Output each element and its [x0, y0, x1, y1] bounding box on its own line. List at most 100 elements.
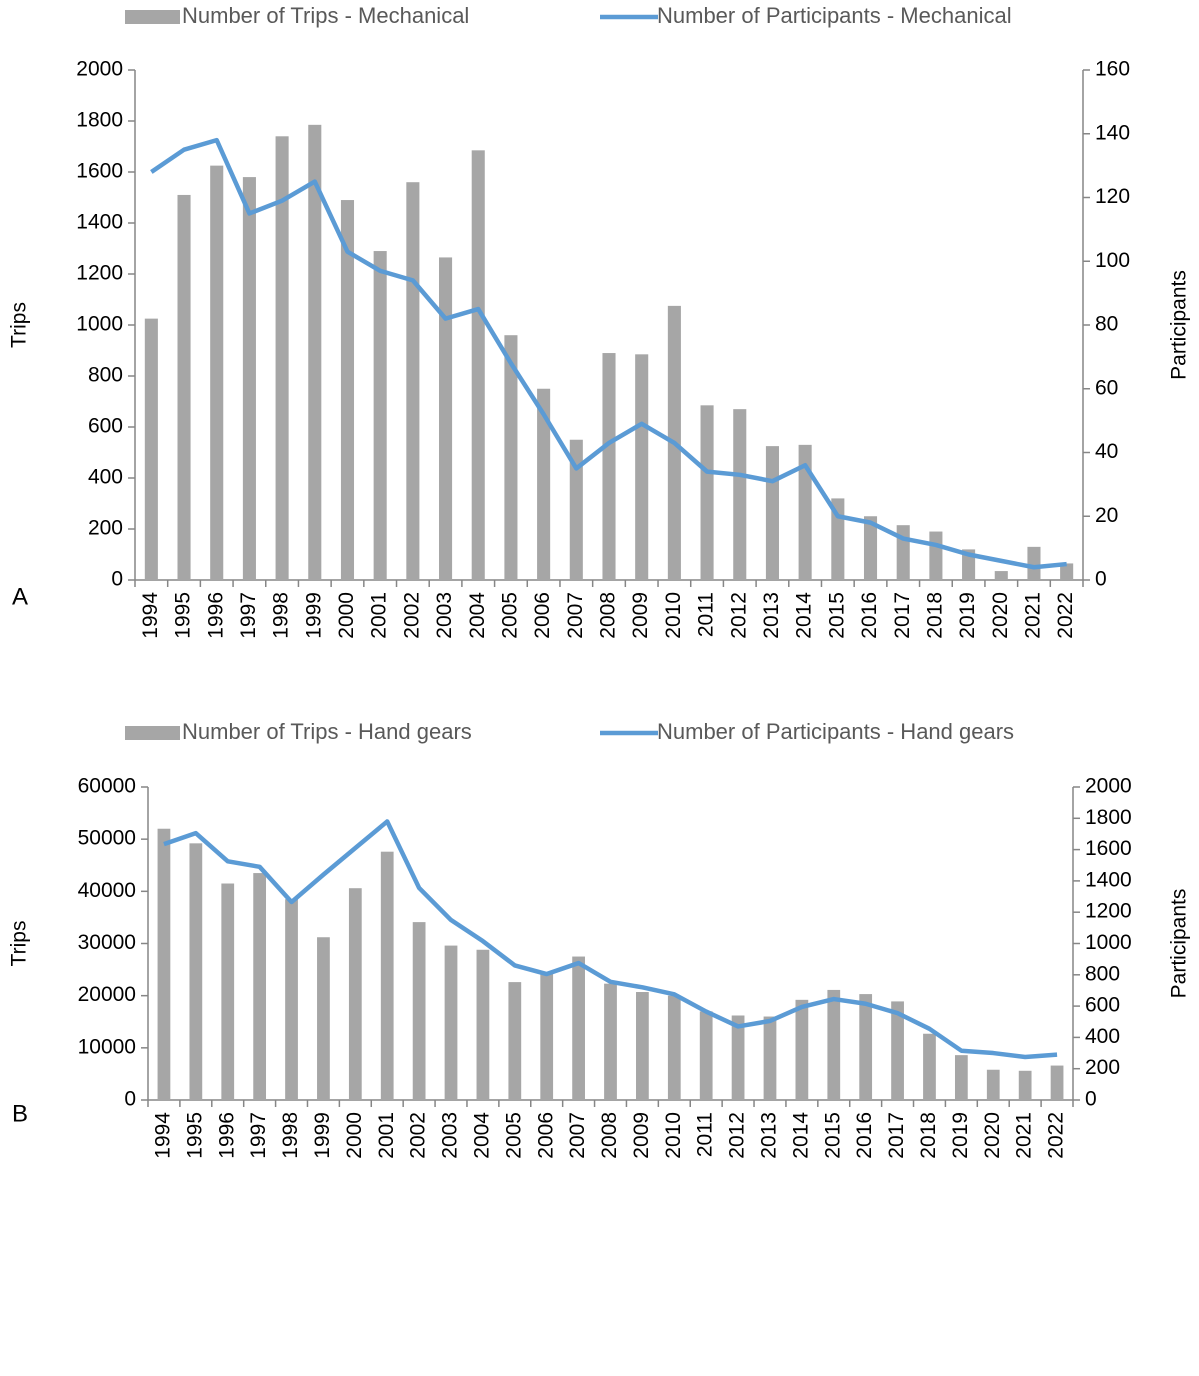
x-tick-label: 1996 [215, 1112, 238, 1159]
bar [604, 983, 617, 1100]
y-tick-label: 0 [124, 1088, 136, 1111]
bar [1060, 563, 1074, 580]
x-tick-label: 2005 [498, 592, 521, 639]
bar [439, 257, 453, 580]
x-tick-label: 2006 [534, 1112, 557, 1159]
bar [444, 945, 458, 1100]
bar [210, 165, 224, 580]
x-tick-label: 2008 [597, 592, 620, 639]
bar [275, 136, 289, 581]
bar [929, 531, 943, 580]
bar [795, 999, 809, 1100]
bar [340, 200, 355, 581]
x-tick-label: 2000 [343, 1112, 366, 1159]
bar [189, 843, 203, 1100]
x-tick-label: 2016 [858, 592, 881, 639]
bar [731, 1015, 745, 1100]
x-tick-label: 1995 [172, 592, 195, 639]
x-tick-label: 1998 [270, 592, 293, 639]
bar [253, 873, 267, 1100]
bar [177, 194, 191, 580]
y2-tick-label: 0 [1095, 568, 1107, 591]
x-tick-label: 2019 [949, 1112, 972, 1159]
x-tick-label: 2017 [891, 592, 914, 639]
y-tick-label: 1200 [76, 262, 123, 285]
y2-tick-label: 2000 [1085, 775, 1132, 798]
y-tick-label: 1400 [76, 211, 123, 234]
x-tick-label: 2009 [630, 1112, 653, 1159]
bar [798, 444, 812, 580]
y-tick-label: 1000 [76, 313, 123, 336]
y2-tick-label: 80 [1095, 313, 1118, 336]
legend-label: Number of Participants - Mechanical [657, 3, 1012, 28]
bar [317, 937, 330, 1100]
bar [1018, 1070, 1032, 1100]
panel-label: A [12, 583, 28, 610]
bar [348, 888, 362, 1100]
y-tick-label: 20000 [78, 983, 136, 1006]
x-tick-label: 2020 [981, 1112, 1004, 1159]
x-tick-label: 2006 [531, 592, 554, 639]
y2-axis-title: Participants [1168, 889, 1191, 999]
x-tick-label: 2002 [407, 1112, 430, 1159]
bar [891, 1001, 904, 1100]
x-tick-label: 2013 [760, 592, 783, 639]
bar [373, 251, 387, 581]
x-tick-label: 2022 [1054, 592, 1077, 639]
x-tick-label: 2021 [1013, 1112, 1036, 1159]
y-axis-title: Trips [8, 302, 31, 348]
y2-tick-label: 1200 [1085, 900, 1132, 923]
x-tick-label: 2013 [758, 1112, 781, 1159]
bar [308, 124, 322, 580]
bar [699, 1011, 713, 1100]
x-tick-label: 2003 [439, 1112, 462, 1159]
legend-label: Number of Trips - Hand gears [182, 719, 472, 744]
y2-tick-label: 100 [1095, 249, 1130, 272]
x-tick-label: 2001 [375, 1112, 398, 1159]
bar [863, 516, 878, 580]
bar [896, 525, 910, 580]
x-tick-label: 2015 [825, 592, 848, 639]
y2-axis-title: Participants [1168, 270, 1191, 380]
panel-label: B [12, 1100, 28, 1127]
y-tick-label: 10000 [78, 1035, 136, 1058]
y-tick-label: 30000 [78, 931, 136, 954]
y2-tick-label: 1800 [1085, 806, 1132, 829]
y-tick-label: 1600 [76, 160, 123, 183]
y-tick-label: 800 [88, 364, 123, 387]
y2-tick-label: 1600 [1085, 837, 1132, 860]
y-tick-label: 2000 [76, 58, 123, 81]
x-tick-label: 2010 [662, 592, 685, 639]
bar [859, 994, 873, 1100]
x-tick-label: 2008 [598, 1112, 621, 1159]
x-tick-label: 1997 [247, 1112, 270, 1159]
y-tick-label: 60000 [78, 775, 136, 798]
y2-tick-label: 60 [1095, 376, 1118, 399]
x-tick-label: 2007 [566, 1112, 589, 1159]
y2-tick-label: 1000 [1085, 931, 1132, 954]
x-tick-label: 2011 [694, 1112, 717, 1157]
bar [636, 992, 649, 1100]
legend-label: Number of Participants - Hand gears [657, 719, 1014, 744]
x-tick-label: 2014 [789, 1112, 812, 1159]
x-tick-label: 2010 [662, 1112, 685, 1159]
x-tick-label: 2011 [695, 592, 718, 637]
x-tick-label: 1997 [237, 592, 260, 639]
bar [471, 150, 485, 580]
bar [763, 1016, 777, 1100]
y2-tick-label: 160 [1095, 58, 1130, 81]
bar [602, 353, 616, 580]
y2-tick-label: 0 [1085, 1088, 1097, 1111]
x-tick-label: 2017 [885, 1112, 908, 1159]
x-tick-label: 1998 [279, 1112, 302, 1159]
bar [1027, 546, 1041, 580]
y2-tick-label: 20 [1095, 504, 1118, 527]
y-tick-label: 50000 [78, 827, 136, 850]
y2-tick-label: 140 [1095, 121, 1130, 144]
y-tick-label: 200 [88, 517, 123, 540]
y-tick-label: 0 [111, 568, 123, 591]
bar [827, 989, 841, 1100]
bar [635, 354, 649, 580]
bar [1050, 1065, 1064, 1100]
